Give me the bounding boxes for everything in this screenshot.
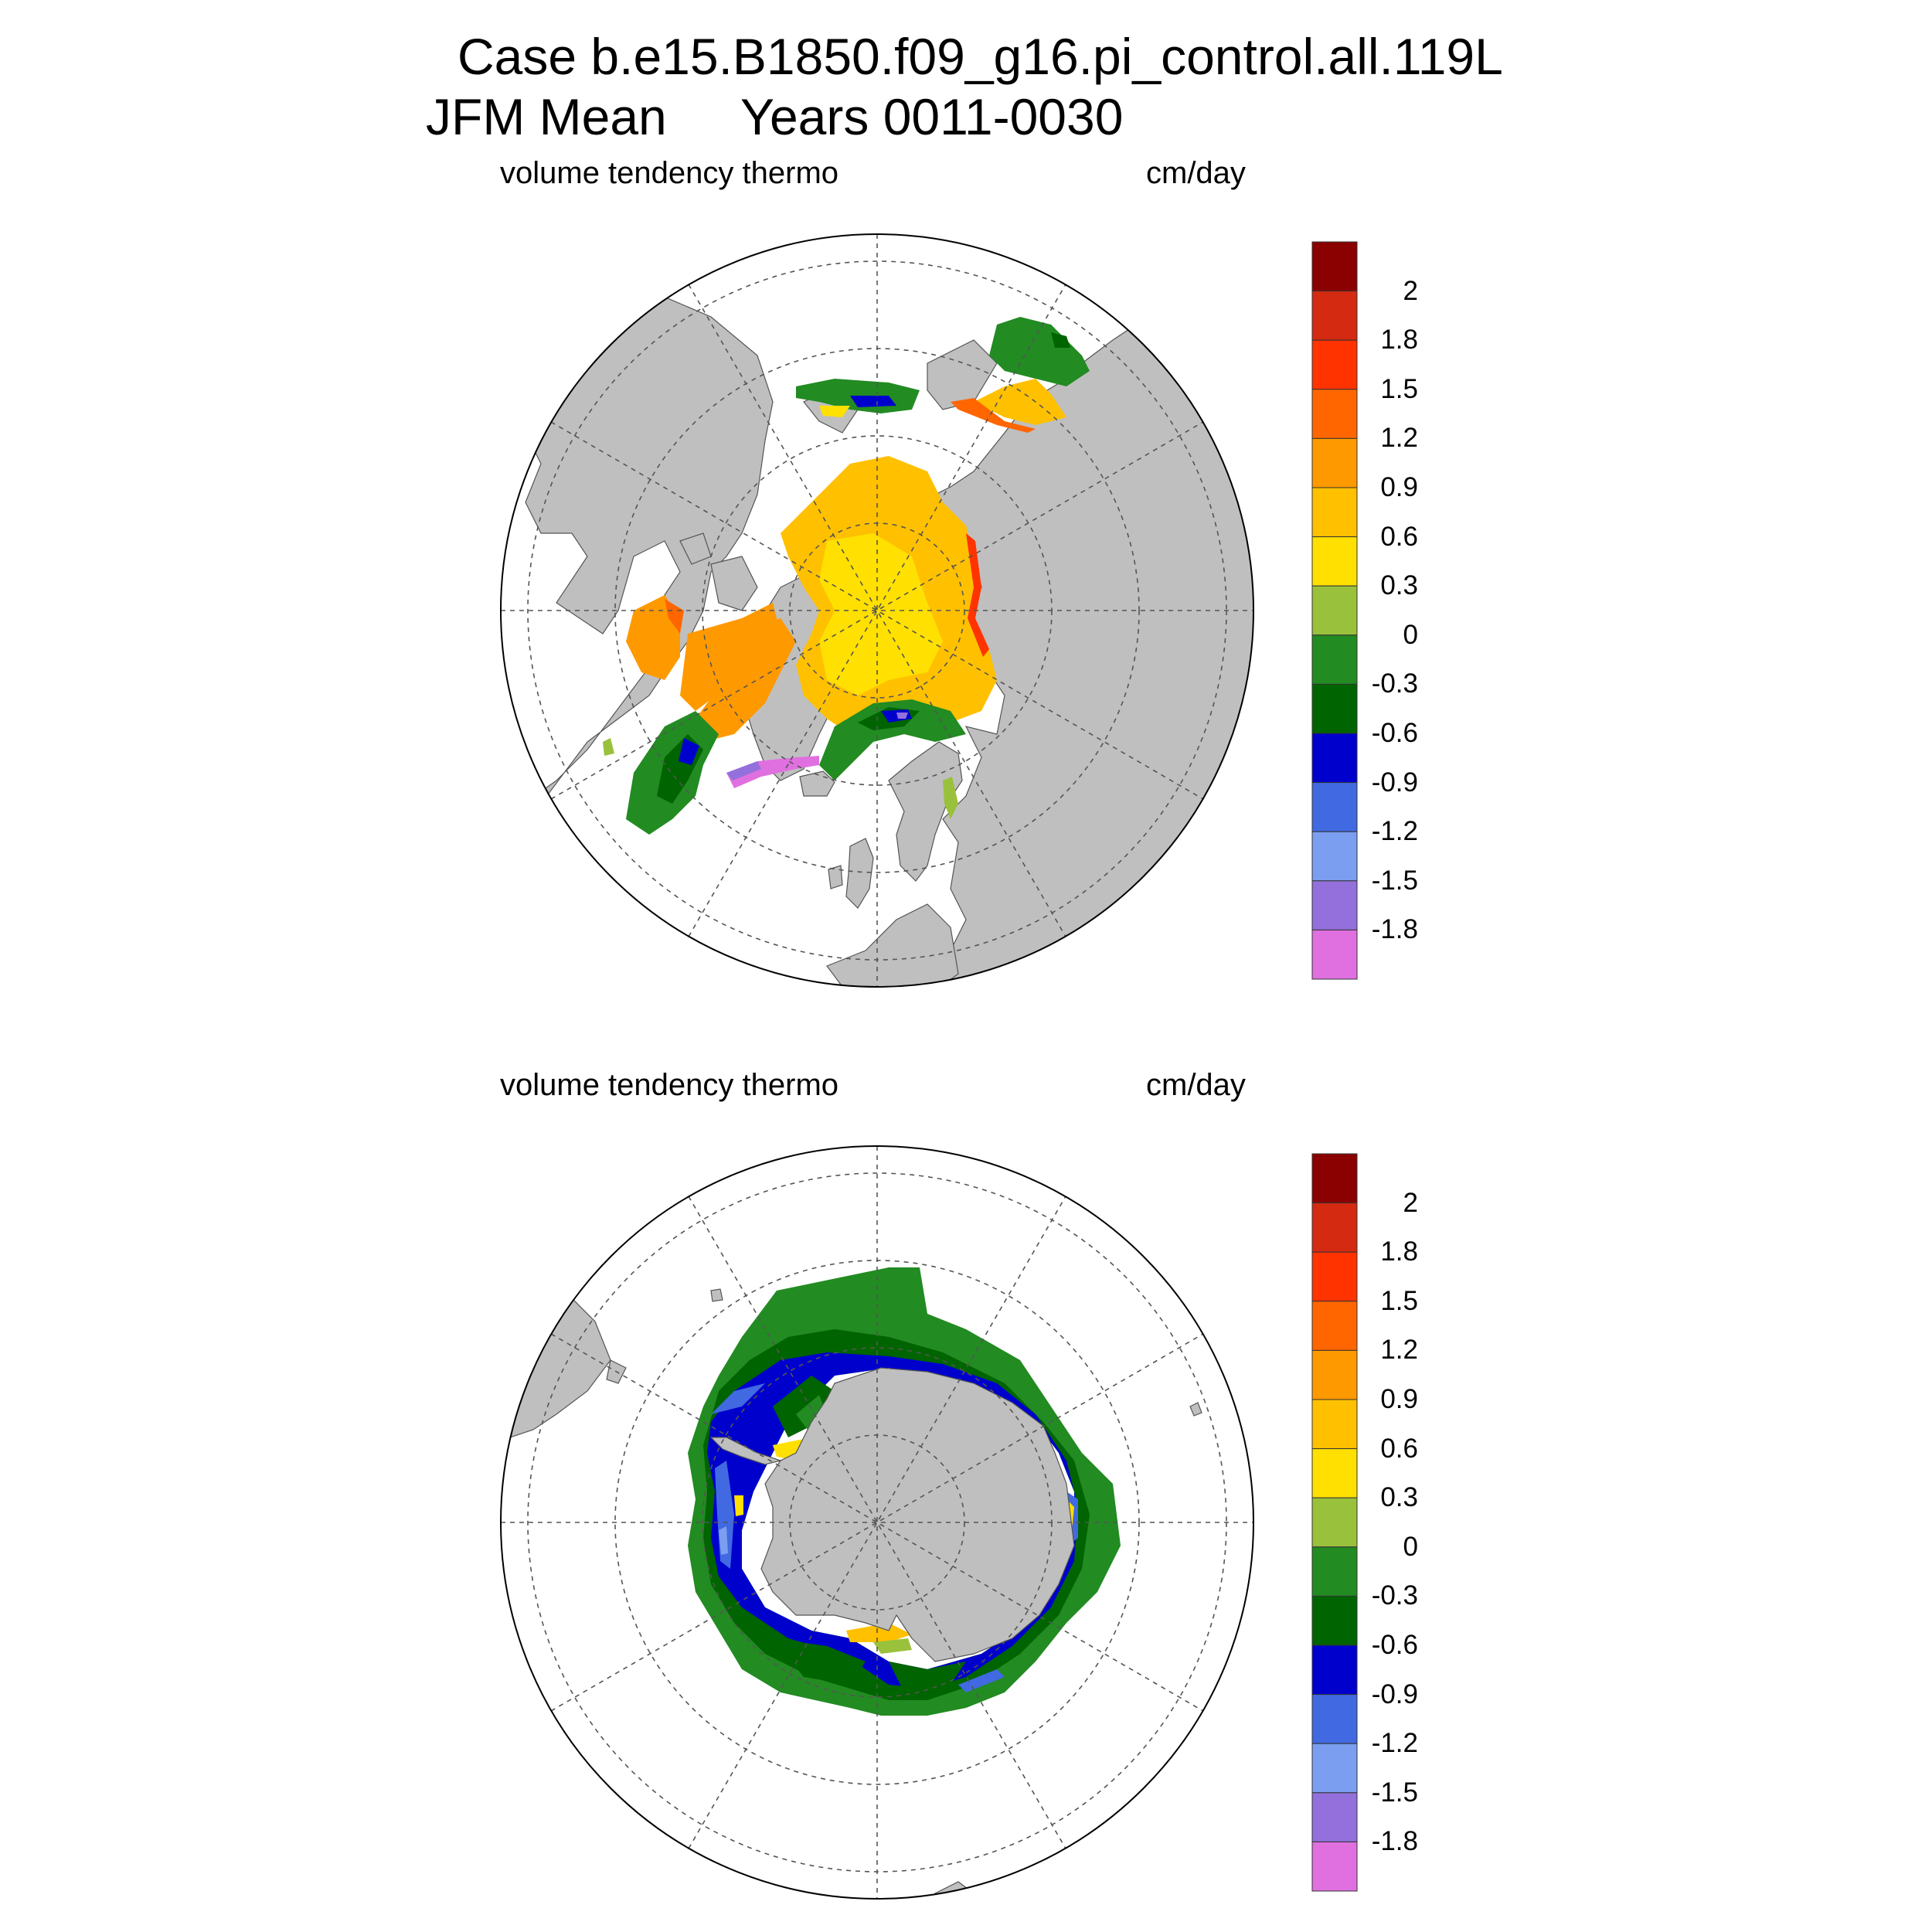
north-colorbar-tick-label: 0.3 (1380, 570, 1418, 601)
south-variable-label: volume tendency thermo (500, 1068, 839, 1102)
south-colorbar-tick-label: -1.8 (1371, 1826, 1418, 1857)
north-land-british-isles (845, 838, 874, 909)
south-field-blue (707, 1352, 1078, 1689)
north-colorbar-swatch (1311, 683, 1358, 734)
south-colorbar (1311, 1153, 1358, 1892)
north-map-border (500, 233, 1254, 988)
north-colorbar-swatch (1311, 291, 1358, 341)
south-colorbar-swatch (1311, 1546, 1358, 1597)
north-colorbar-swatch (1311, 831, 1358, 882)
south-colorbar-swatch (1311, 1743, 1358, 1794)
north-colorbar-swatch (1311, 389, 1358, 439)
north-colorbar-tick-label: -1.8 (1371, 914, 1418, 945)
north-colorbar-swatch (1311, 437, 1358, 488)
north-colorbar-tick-label: -1.5 (1371, 865, 1418, 896)
north-colorbar-swatch (1311, 733, 1358, 784)
south-colorbar-tick-label: -0.9 (1371, 1679, 1418, 1709)
south-colorbar-swatch (1311, 1645, 1358, 1696)
south-colorbar-tick-label: -1.5 (1371, 1777, 1418, 1808)
north-colorbar-tick-label: 0.6 (1380, 521, 1418, 552)
north-colorbar-tick-label: -0.6 (1371, 718, 1418, 748)
south-colorbar-swatch (1311, 1301, 1358, 1351)
north-colorbar-swatch (1311, 634, 1358, 685)
south-colorbar-tick-label: -0.3 (1371, 1580, 1418, 1611)
north-land-europe (826, 903, 959, 987)
north-colorbar-tick-label: 2 (1403, 275, 1418, 306)
north-colorbar-tick-label: -0.9 (1371, 767, 1418, 798)
south-colorbar-tick-label: 0.9 (1380, 1384, 1418, 1414)
north-colorbar-swatch (1311, 585, 1358, 636)
north-colorbar (1311, 241, 1358, 980)
years-label: Years 0011-0030 (740, 88, 1124, 145)
south-units-label: cm/day (1146, 1068, 1246, 1102)
north-field-denmark-strait (726, 756, 819, 788)
south-map-border (500, 1145, 1254, 1900)
north-colorbar-tick-label: 1.2 (1380, 423, 1418, 454)
north-field-gin-seas (819, 699, 966, 781)
south-colorbar-tick-label: -1.2 (1371, 1728, 1418, 1759)
south-colorbar-tick-label: 1.2 (1380, 1335, 1418, 1366)
north-field-arctic-yellow (819, 533, 943, 696)
north-colorbar-tick-label: -1.2 (1371, 816, 1418, 847)
period-label: JFM Mean (426, 88, 667, 145)
south-colorbar-swatch (1311, 1841, 1358, 1892)
north-colorbar-tick-label: 0 (1403, 619, 1418, 650)
north-field-baffin (696, 618, 796, 742)
north-colorbar-swatch (1311, 880, 1358, 930)
south-colorbar-tick-label: 0.6 (1380, 1433, 1418, 1464)
north-land-scandinavia (888, 741, 963, 882)
south-polar-map (500, 1145, 1254, 1900)
north-colorbar-swatch (1311, 536, 1358, 587)
south-colorbar-tick-label: 2 (1403, 1187, 1418, 1218)
north-field-okhotsk (989, 317, 1090, 386)
south-colorbar-tick-label: 0 (1403, 1531, 1418, 1562)
south-colorbar-swatch (1311, 1251, 1358, 1302)
south-colorbar-tick-label: 1.5 (1380, 1285, 1418, 1316)
south-colorbar-swatch (1311, 1202, 1358, 1253)
north-units-label: cm/day (1146, 156, 1246, 190)
north-polar-map (500, 233, 1254, 988)
south-colorbar-swatch (1311, 1792, 1358, 1842)
south-colorbar-swatch (1311, 1448, 1358, 1498)
south-colorbar-swatch (1311, 1153, 1358, 1204)
north-graticule (501, 234, 1253, 987)
north-colorbar-tick-label: 0.9 (1380, 472, 1418, 502)
north-colorbar-tick-label: -0.3 (1371, 668, 1418, 699)
north-colorbar-tick-label: 1.8 (1380, 325, 1418, 355)
south-colorbar-tick-label: -0.6 (1371, 1630, 1418, 1660)
north-field-hudson (626, 595, 680, 680)
south-colorbar-swatch (1311, 1497, 1358, 1548)
south-colorbar-tick-label: 0.3 (1380, 1482, 1418, 1513)
case-title: Case b.e15.B1850.f09_g16.pi_control.all.… (457, 28, 1503, 85)
south-colorbar-swatch (1311, 1349, 1358, 1400)
north-variable-label: volume tendency thermo (500, 156, 839, 190)
south-graticule (501, 1146, 1253, 1899)
north-colorbar-swatch (1311, 929, 1358, 980)
north-colorbar-swatch (1311, 241, 1358, 292)
north-colorbar-tick-label: 1.5 (1380, 373, 1418, 404)
south-colorbar-tick-label: 1.8 (1380, 1236, 1418, 1267)
